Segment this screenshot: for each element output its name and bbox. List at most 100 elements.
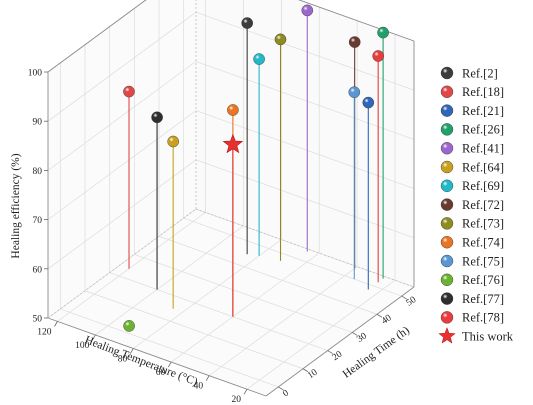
x-axis-line [47, 317, 267, 397]
legend-label: Ref.[64] [462, 160, 504, 174]
top-edge [298, 0, 415, 42]
floor-grid-y [84, 290, 304, 370]
marker-sphere [362, 96, 375, 109]
x-tick-label: 60 [156, 368, 166, 378]
z-tick-label: 50 [33, 315, 43, 325]
floor [48, 209, 414, 396]
tick-labels: 20 40 60 80 100 120 0 10 20 30 40 50 50 60 70 80 90 100 [28, 69, 419, 405]
y-tick-label: 50 [405, 295, 419, 309]
x-tick [92, 334, 96, 341]
marker-sphere [123, 85, 135, 98]
floor-grid-y [183, 217, 402, 297]
back-wall-right [196, 0, 414, 287]
marker-sphere [274, 33, 287, 46]
y-tick-label: 40 [380, 313, 394, 327]
marker-sphere [377, 26, 389, 39]
z-axis-label: Healing efficiency (%) [10, 153, 22, 258]
top-edge [47, 0, 147, 73]
floor-grid-y [134, 254, 353, 333]
marker-sphere [151, 111, 163, 124]
legend-label: Ref.[75] [462, 254, 504, 268]
legend-marker [440, 311, 454, 324]
legend-label: Ref.[69] [462, 179, 504, 193]
x-tick [205, 375, 210, 381]
marker-sphere [348, 36, 361, 48]
x-tick [167, 361, 172, 368]
y-tick [278, 386, 284, 391]
legend-marker [440, 160, 454, 174]
legend: Ref.[2] Ref.[18] Ref.[21] Ref.[26] Ref.[41] R… [438, 66, 514, 344]
floor-back-edge [47, 208, 197, 319]
x-tick [54, 321, 58, 327]
x-tick-label: 120 [37, 327, 52, 337]
legend-marker [440, 198, 454, 211]
marker-star [222, 133, 244, 154]
floor-grid-x [133, 239, 282, 349]
z-tick-label: 90 [33, 118, 43, 128]
x-tick [129, 348, 134, 354]
marker-sphere [348, 86, 361, 98]
legend-marker [440, 85, 454, 99]
y-axis-line [265, 286, 415, 397]
legend-label: Ref.[18] [462, 85, 504, 99]
marker-sphere [123, 320, 135, 332]
floor-grid-y [109, 272, 328, 351]
floor-grid-x [57, 212, 206, 322]
y-tick [302, 368, 309, 373]
legend-label: Ref.[76] [462, 273, 504, 287]
legend-marker [440, 217, 454, 230]
legend-label: Ref.[73] [462, 217, 504, 231]
y-tick-label: 10 [306, 368, 320, 382]
floor-grid-x [208, 266, 358, 376]
legend-marker [440, 273, 454, 286]
marker-sphere [301, 4, 314, 17]
y-tick-label: 30 [355, 331, 369, 345]
wall-grid-z [47, 61, 197, 171]
legend-label: Ref.[74] [462, 236, 504, 250]
floor-grid-x [246, 279, 396, 390]
z-tick-label: 70 [33, 216, 43, 226]
floor-grid-x [95, 225, 244, 336]
marker-sphere [167, 135, 179, 148]
y-tick-label: 0 [281, 388, 291, 399]
legend-marker [440, 179, 454, 193]
z-tick-label: 100 [28, 69, 43, 79]
marker-sphere [253, 53, 265, 65]
legend-label: Ref.[78] [462, 311, 504, 325]
legend-marker [440, 141, 454, 155]
floor-grid-y [60, 308, 279, 388]
y-tick [352, 332, 358, 336]
y-tick [327, 350, 333, 354]
legend-label: Ref.[26] [462, 123, 504, 137]
legend-marker [440, 123, 454, 136]
marker-sphere [227, 104, 239, 116]
floor-grid-y [158, 235, 378, 315]
legend-marker [440, 66, 454, 80]
floor-grid-x [171, 252, 320, 363]
legend-label: Ref.[2] [462, 66, 498, 80]
z-tick-label: 60 [33, 265, 43, 275]
wall-grid-z [47, 110, 197, 220]
legend-label: Ref.[77] [462, 292, 504, 306]
z-tick-label: 80 [33, 167, 43, 177]
legend-marker [438, 326, 456, 344]
x-tick-label: 80 [118, 355, 128, 365]
grid-lines [47, 0, 415, 390]
legend-label: This work [462, 330, 514, 344]
legend-label: Ref.[72] [462, 198, 504, 212]
wall-grid-z [47, 11, 197, 122]
y-tick [401, 295, 407, 300]
y-tick [376, 313, 383, 318]
x-tick-label: 100 [75, 341, 90, 351]
x-tick-label: 20 [232, 395, 242, 405]
x-tick-label: 40 [194, 382, 204, 392]
legend-marker [440, 254, 454, 268]
data-markers [123, 4, 389, 332]
legend-marker [440, 235, 454, 249]
wall-grid-z [47, 159, 197, 270]
marker-sphere [372, 50, 385, 62]
legend-label: Ref.[41] [462, 142, 504, 156]
legend-label: Ref.[21] [462, 104, 504, 118]
legend-marker [440, 104, 454, 117]
